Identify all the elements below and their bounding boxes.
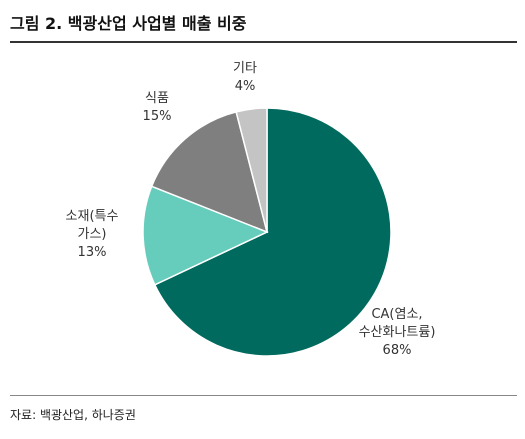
pie-slice-1 [153, 107, 392, 357]
slice-label-2: 소재(특수 가스) 13% [22, 208, 162, 262]
slice-label-4: 기타 4% [175, 60, 315, 96]
slice-name: 식품 [145, 91, 169, 106]
slice-percent: 15% [142, 109, 172, 124]
pie-slice-4 [235, 107, 268, 233]
slice-name: CA(염소, 수산화나트륨) [358, 307, 436, 340]
slice-percent: 13% [77, 245, 107, 260]
pie-chart [142, 107, 392, 357]
chart-title: 그림 2. 백광산업 사업별 매출 비중 [10, 14, 247, 33]
slice-label-1: CA(염소, 수산화나트륨) 68% [327, 306, 467, 360]
footer-divider [10, 395, 517, 396]
slice-label-3: 식품 15% [87, 90, 227, 126]
slice-percent: 68% [382, 343, 412, 358]
slice-percent: 4% [234, 79, 256, 94]
pie-slice-3 [150, 110, 269, 234]
source-note: 자료: 백광산업, 하나증권 [10, 408, 136, 422]
pie-slice-2 [142, 185, 269, 286]
slice-name: 소재(특수 가스) [65, 209, 119, 242]
title-underline [10, 41, 517, 43]
slice-name: 기타 [233, 61, 257, 76]
